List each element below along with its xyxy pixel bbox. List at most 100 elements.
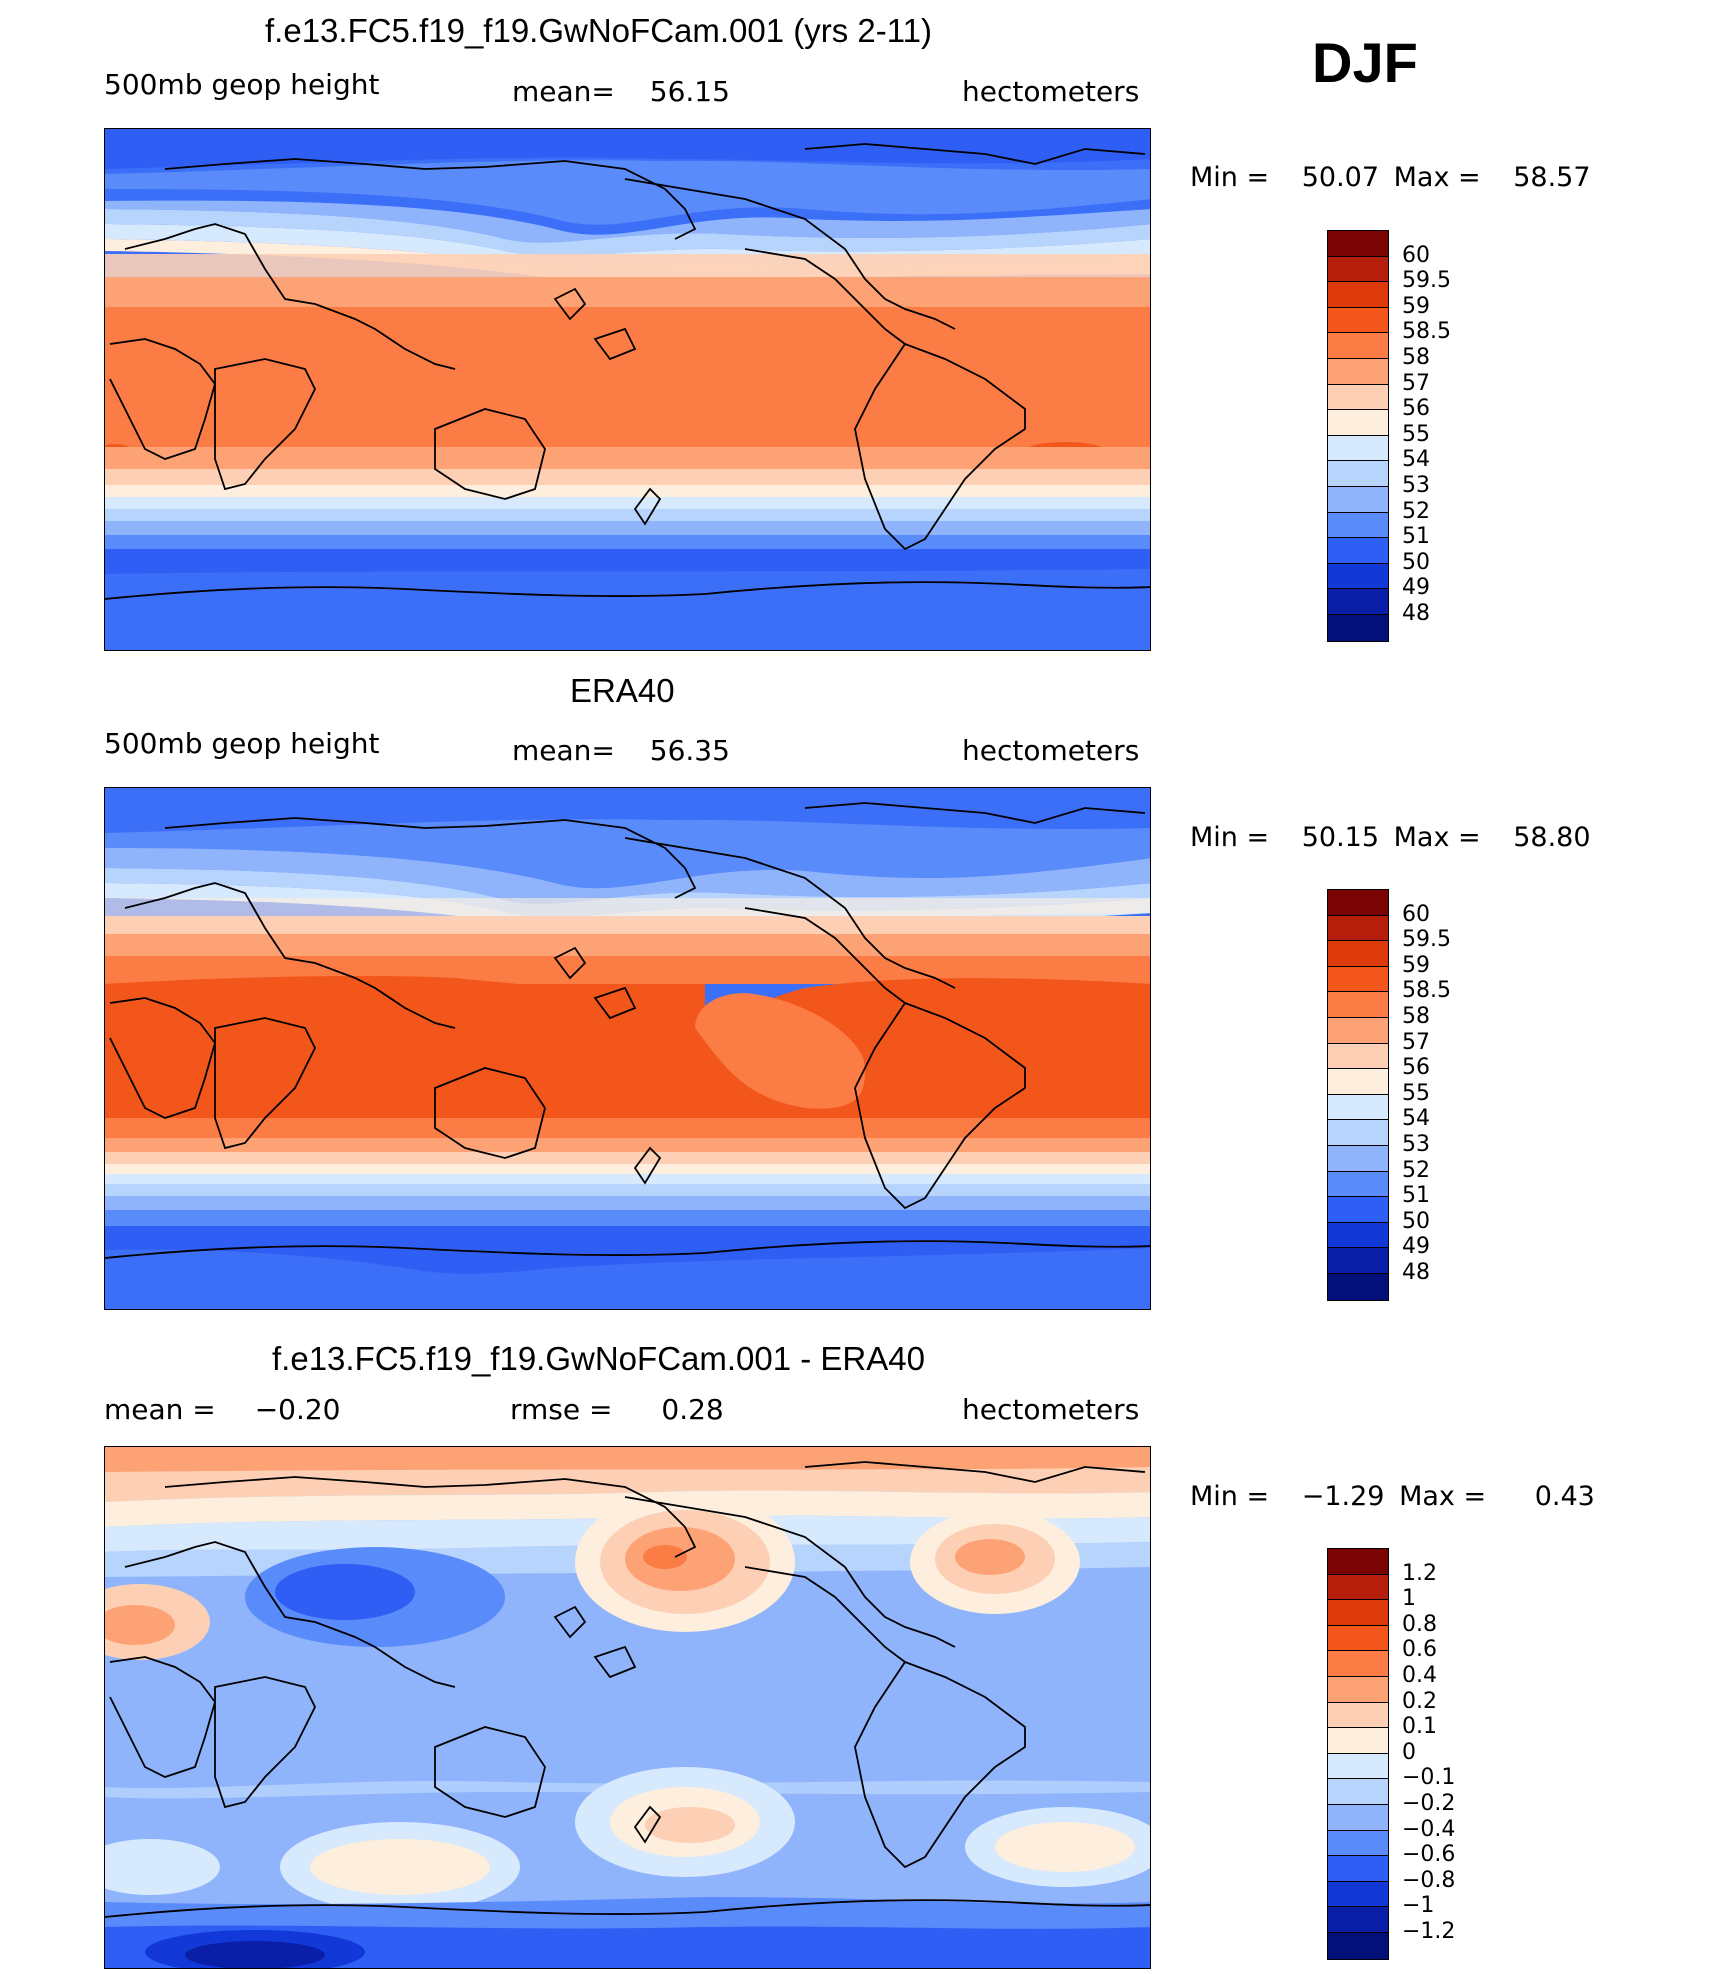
colorbar-label: 58 <box>1402 1004 1430 1029</box>
panel1-min-label: Min = <box>1190 162 1270 193</box>
colorbar-cell <box>1328 966 1388 993</box>
season-label: DJF <box>1312 31 1418 94</box>
colorbar-label: 55 <box>1402 1080 1430 1106</box>
colorbar-cell <box>1328 1069 1388 1095</box>
panel1-map-svg <box>105 129 1150 650</box>
colorbar-cell <box>1328 1932 1388 1959</box>
panel2-min: Min = 50.15 Max = 58.80 <box>1190 822 1591 853</box>
colorbar-label: 54 <box>1402 1106 1430 1132</box>
colorbar-label: 0.2 <box>1402 1688 1437 1714</box>
colorbar-cell <box>1328 1222 1388 1249</box>
panel2-variable: 500mb geop height <box>104 727 380 760</box>
colorbar-label: 56 <box>1402 396 1430 422</box>
colorbar-label: −0.1 <box>1402 1765 1456 1791</box>
colorbar-cell <box>1328 1094 1388 1121</box>
panel3-mean-label: mean = <box>104 1393 216 1426</box>
colorbar-label: 50 <box>1402 1208 1430 1234</box>
colorbar-cell <box>1328 1728 1388 1754</box>
colorbar-label: −1 <box>1402 1893 1435 1919</box>
colorbar-cell <box>1328 256 1388 283</box>
panel2-map-svg <box>105 788 1150 1309</box>
colorbar-cell <box>1328 231 1388 257</box>
colorbar-cell <box>1328 1779 1388 1805</box>
panel1-min: Min = 50.07 Max = 58.57 <box>1190 162 1591 193</box>
panel3-max-value: 0.43 <box>1534 1481 1595 1512</box>
colorbar-label: −0.4 <box>1402 1816 1456 1842</box>
colorbar-label: 52 <box>1402 498 1430 524</box>
colorbar-label: 0.4 <box>1402 1663 1437 1688</box>
panel1-title: f.e13.FC5.f19_f19.GwNoFCam.001 (yrs 2-11… <box>265 12 932 49</box>
colorbar-cell <box>1328 1574 1388 1601</box>
panel2-mean-label: mean= <box>512 734 615 767</box>
colorbar-cell <box>1328 1753 1388 1780</box>
colorbar-cell <box>1328 1651 1388 1677</box>
colorbar-cell <box>1328 890 1388 916</box>
colorbar-label: 56 <box>1402 1055 1430 1081</box>
colorbar-label: 51 <box>1402 524 1430 550</box>
panel3-min-value: −1.29 <box>1301 1481 1385 1512</box>
colorbar-cell <box>1328 1017 1388 1044</box>
panel3-rmse: rmse = 0.28 <box>510 1393 724 1426</box>
panel3-mean: mean = −0.20 <box>104 1393 341 1426</box>
colorbar-cell <box>1328 1043 1388 1070</box>
panel1-colorbar <box>1327 230 1389 642</box>
colorbar-label: 49 <box>1402 575 1430 601</box>
panel2-map <box>104 787 1151 1310</box>
colorbar-label: 49 <box>1402 1234 1430 1260</box>
colorbar-label: 0.8 <box>1402 1611 1437 1637</box>
colorbar-label: 60 <box>1402 901 1430 927</box>
panel3-map <box>104 1446 1151 1969</box>
panel2-units: hectometers <box>962 734 1140 767</box>
panel3-min: Min = −1.29 Max = 0.43 <box>1190 1481 1595 1512</box>
colorbar-cell <box>1328 282 1388 308</box>
colorbar-label: 57 <box>1402 370 1430 396</box>
colorbar-label: 0 <box>1402 1739 1416 1765</box>
colorbar-cell <box>1328 1600 1388 1626</box>
colorbar-label: 58 <box>1402 345 1430 370</box>
colorbar-cell <box>1328 1804 1388 1831</box>
colorbar-label: 1 <box>1402 1586 1416 1612</box>
panel3-map-svg <box>105 1447 1150 1968</box>
colorbar-label: 0.6 <box>1402 1637 1437 1663</box>
colorbar-label: −0.2 <box>1402 1791 1456 1816</box>
colorbar-cell <box>1328 1907 1388 1933</box>
colorbar-label: 59.5 <box>1402 927 1451 953</box>
colorbar-label: 57 <box>1402 1029 1430 1055</box>
panel2-colorbar <box>1327 889 1389 1301</box>
panel2-min-label: Min = <box>1190 822 1270 853</box>
colorbar-label: 59 <box>1402 293 1430 319</box>
colorbar-label: 58.5 <box>1402 978 1451 1004</box>
colorbar-cell <box>1328 1248 1388 1274</box>
colorbar-cell <box>1328 1145 1388 1172</box>
colorbar-cell <box>1328 538 1388 564</box>
colorbar-cell <box>1328 1702 1388 1729</box>
colorbar-cell <box>1328 1273 1388 1300</box>
panel3-colorbar <box>1327 1548 1389 1960</box>
panel3-mean-value: −0.20 <box>254 1393 341 1426</box>
colorbar-label: 0.1 <box>1402 1714 1437 1740</box>
colorbar-cell <box>1328 1856 1388 1882</box>
panel3-units: hectometers <box>962 1393 1140 1426</box>
panel1-min-value: 50.07 <box>1301 162 1380 193</box>
panel2-max-label: Max = <box>1393 822 1481 853</box>
colorbar-cell <box>1328 1881 1388 1908</box>
colorbar-cell <box>1328 563 1388 590</box>
colorbar-label: 59.5 <box>1402 268 1451 294</box>
panel3-rmse-value: 0.28 <box>661 1393 724 1426</box>
panel1-mean-value: 56.15 <box>649 75 730 108</box>
colorbar-cell <box>1328 1120 1388 1146</box>
colorbar-cell <box>1328 1830 1388 1857</box>
colorbar-label: −0.8 <box>1402 1867 1456 1893</box>
colorbar-cell <box>1328 1197 1388 1223</box>
colorbar-cell <box>1328 410 1388 436</box>
colorbar-label: 51 <box>1402 1183 1430 1209</box>
panel1-variable: 500mb geop height <box>104 68 380 101</box>
colorbar-label: 59 <box>1402 952 1430 978</box>
colorbar-label: 55 <box>1402 421 1430 447</box>
colorbar-cell <box>1328 486 1388 513</box>
panel3-rmse-label: rmse = <box>510 1393 613 1426</box>
colorbar-label: −1.2 <box>1402 1919 1456 1944</box>
colorbar-cell <box>1328 1676 1388 1703</box>
panel1-max-value: 58.57 <box>1513 162 1591 193</box>
panel1-map <box>104 128 1151 651</box>
